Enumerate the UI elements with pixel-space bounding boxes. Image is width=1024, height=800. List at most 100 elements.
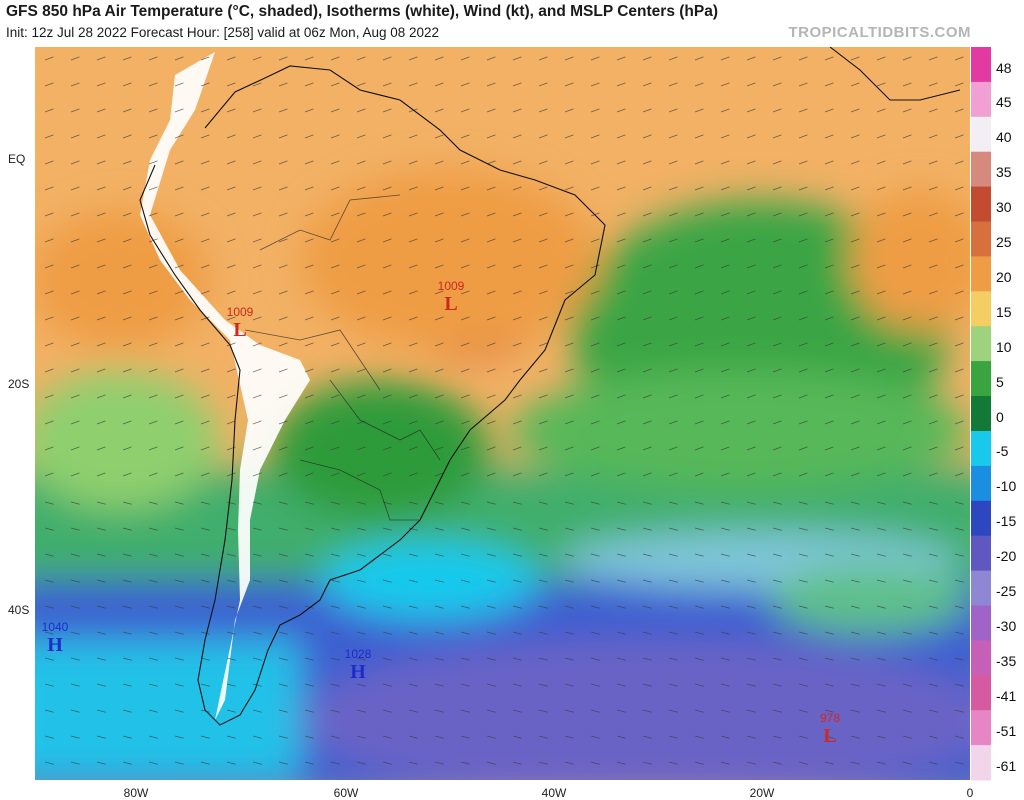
wind-barb <box>96 709 106 713</box>
wind-barb <box>44 761 54 765</box>
wind-barb <box>44 631 54 635</box>
wind-barb <box>798 446 808 451</box>
wind-barb <box>330 472 340 477</box>
wind-barb <box>798 761 808 765</box>
wind-barb <box>876 501 886 505</box>
wind-barb <box>824 160 834 165</box>
pressure-value: 1009 <box>227 305 254 319</box>
wind-barb <box>798 631 808 635</box>
wind-barb <box>356 186 366 191</box>
wind-barb <box>200 342 210 347</box>
wind-barb <box>616 683 626 687</box>
site-brand[interactable]: TROPICALTIDBITS.COM <box>788 24 971 41</box>
wind-barb <box>954 264 964 269</box>
wind-barb <box>44 342 54 347</box>
wind-barb <box>902 342 912 347</box>
wind-barb <box>512 553 522 557</box>
wind-barb <box>382 527 392 531</box>
wind-barb <box>798 420 808 425</box>
wind-barb <box>772 683 782 687</box>
colorbar-label: -25 <box>996 583 1017 599</box>
wind-barb <box>798 501 808 505</box>
wind-barb <box>642 160 652 165</box>
wind-barb <box>512 368 522 373</box>
wind-barb <box>902 501 912 505</box>
wind-barb <box>824 108 834 113</box>
wind-barb <box>720 160 730 165</box>
wind-barb <box>720 683 730 687</box>
wind-barb <box>850 238 860 243</box>
wind-barb <box>564 420 574 425</box>
wind-barb <box>278 108 288 113</box>
wind-barb <box>70 657 80 661</box>
wind-barb <box>356 420 366 425</box>
wind-barb <box>694 527 704 531</box>
wind-barb <box>356 108 366 113</box>
wind-barb <box>382 108 392 113</box>
wind-barb <box>408 82 418 87</box>
wind-barb <box>512 238 522 243</box>
wind-barb <box>200 527 210 531</box>
wind-barb <box>486 657 496 661</box>
wind-barb <box>460 160 470 165</box>
wind-barb <box>824 527 834 531</box>
wind-barb <box>408 683 418 687</box>
wind-barb <box>96 108 106 113</box>
wind-barb <box>70 446 80 451</box>
wind-barb <box>226 553 236 557</box>
wind-barb <box>408 394 418 399</box>
wind-barb <box>798 735 808 739</box>
wind-barb <box>850 394 860 399</box>
wind-barb <box>798 605 808 609</box>
wind-barb <box>252 186 262 191</box>
wind-barb <box>850 527 860 531</box>
wind-barb <box>824 683 834 687</box>
wind-barb <box>382 212 392 217</box>
wind-barb <box>902 472 912 477</box>
wind-barb <box>668 238 678 243</box>
wind-barb <box>486 579 496 583</box>
wind-barb <box>668 290 678 295</box>
wind-barb <box>226 82 236 87</box>
wind-barb <box>824 186 834 191</box>
wind-barb <box>486 82 496 87</box>
wind-barb <box>408 605 418 609</box>
wind-barb <box>460 394 470 399</box>
wind-barb <box>954 394 964 399</box>
wind-barb <box>512 446 522 451</box>
wind-barb <box>174 134 184 139</box>
colorbar-swatch <box>971 186 991 222</box>
wind-barb <box>746 420 756 425</box>
wind-barb <box>304 761 314 765</box>
wind-barb <box>694 735 704 739</box>
wind-barb <box>330 579 340 583</box>
wind-barb <box>96 472 106 477</box>
wind-barb <box>96 160 106 165</box>
wind-barb <box>382 264 392 269</box>
wind-barb <box>746 631 756 635</box>
wind-barb <box>512 501 522 505</box>
wind-barb <box>460 605 470 609</box>
wind-barb <box>434 735 444 739</box>
wind-barb <box>746 212 756 217</box>
wind-barb <box>694 108 704 113</box>
wind-barb <box>642 579 652 583</box>
wind-barb <box>304 683 314 687</box>
wind-barb <box>798 238 808 243</box>
wind-barb <box>96 605 106 609</box>
wind-barb <box>668 212 678 217</box>
wind-barb <box>720 446 730 451</box>
wind-barb <box>876 553 886 557</box>
wind-barb <box>148 553 158 557</box>
wind-barb <box>278 501 288 505</box>
wind-barb <box>512 527 522 531</box>
wind-barb <box>642 108 652 113</box>
colorbar-label: 10 <box>996 338 1012 355</box>
wind-barb <box>538 368 548 373</box>
wind-barb <box>44 735 54 739</box>
wind-barb <box>460 56 470 61</box>
wind-barb <box>174 420 184 425</box>
wind-barb <box>590 527 600 531</box>
wind-barb <box>954 605 964 609</box>
